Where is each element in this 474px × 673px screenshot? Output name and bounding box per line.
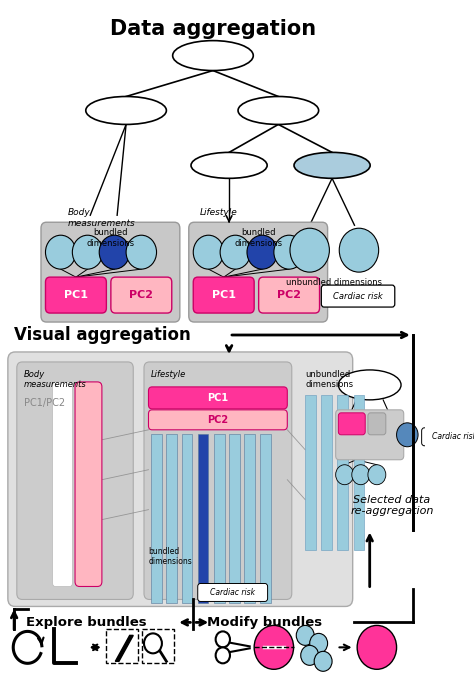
- FancyBboxPatch shape: [338, 413, 365, 435]
- Text: PC1: PC1: [212, 290, 236, 300]
- Text: Cardiac risk: Cardiac risk: [333, 291, 383, 301]
- Circle shape: [336, 465, 354, 485]
- Bar: [106, 629, 138, 664]
- Text: PC1: PC1: [207, 393, 228, 403]
- Text: Modify bundles: Modify bundles: [207, 616, 322, 629]
- Text: Lifestyle: Lifestyle: [200, 208, 237, 217]
- Bar: [354, 395, 365, 550]
- FancyBboxPatch shape: [8, 352, 353, 606]
- Polygon shape: [115, 635, 133, 662]
- Circle shape: [357, 625, 397, 670]
- Ellipse shape: [191, 152, 267, 178]
- Circle shape: [352, 465, 370, 485]
- Text: bundled
dimensions: bundled dimensions: [87, 228, 135, 248]
- Circle shape: [397, 423, 418, 447]
- FancyBboxPatch shape: [17, 362, 133, 600]
- Text: Cardiac risk: Cardiac risk: [210, 588, 255, 597]
- Circle shape: [290, 228, 329, 272]
- FancyBboxPatch shape: [321, 285, 395, 307]
- Bar: [151, 434, 162, 604]
- Circle shape: [310, 633, 328, 653]
- Text: PC2: PC2: [207, 415, 228, 425]
- Text: bundled
dimensions: bundled dimensions: [148, 546, 192, 566]
- Circle shape: [314, 651, 332, 671]
- Circle shape: [216, 647, 230, 664]
- Circle shape: [247, 235, 277, 269]
- FancyBboxPatch shape: [368, 413, 386, 435]
- Text: Data aggregation: Data aggregation: [110, 19, 316, 38]
- Bar: [337, 395, 348, 550]
- Bar: [321, 395, 332, 550]
- Text: bundled
dimensions: bundled dimensions: [235, 228, 283, 248]
- Ellipse shape: [173, 40, 253, 71]
- Text: PC1: PC1: [64, 290, 88, 300]
- Ellipse shape: [86, 96, 166, 125]
- Bar: [214, 434, 225, 604]
- FancyBboxPatch shape: [198, 583, 268, 602]
- Circle shape: [301, 645, 319, 666]
- FancyBboxPatch shape: [193, 277, 254, 313]
- FancyBboxPatch shape: [148, 410, 287, 430]
- Text: Body
measurements: Body measurements: [68, 208, 136, 227]
- FancyBboxPatch shape: [422, 428, 474, 446]
- FancyBboxPatch shape: [259, 277, 319, 313]
- Circle shape: [339, 228, 379, 272]
- Ellipse shape: [294, 152, 370, 178]
- Bar: [142, 629, 173, 664]
- Circle shape: [216, 631, 230, 647]
- Text: Explore bundles: Explore bundles: [26, 616, 146, 629]
- Text: Body
measurements: Body measurements: [24, 370, 87, 390]
- Text: Lifestyle: Lifestyle: [151, 370, 186, 379]
- Text: unbundled dimensions: unbundled dimensions: [286, 278, 382, 287]
- Circle shape: [193, 235, 224, 269]
- Text: Cardiac risk: Cardiac risk: [432, 432, 474, 441]
- FancyBboxPatch shape: [148, 387, 287, 409]
- FancyBboxPatch shape: [336, 410, 404, 460]
- Bar: [198, 434, 209, 604]
- Circle shape: [368, 465, 386, 485]
- Bar: [182, 434, 192, 604]
- Text: PC2: PC2: [277, 290, 301, 300]
- Circle shape: [46, 235, 76, 269]
- Text: Selected data
re-aggregation: Selected data re-aggregation: [350, 495, 434, 516]
- Circle shape: [296, 625, 314, 645]
- Ellipse shape: [238, 96, 319, 125]
- Text: unbundled
dimensions: unbundled dimensions: [305, 370, 353, 390]
- Circle shape: [254, 625, 293, 670]
- Bar: [244, 434, 255, 604]
- Circle shape: [220, 235, 251, 269]
- FancyBboxPatch shape: [75, 382, 102, 586]
- Text: PC2: PC2: [129, 290, 153, 300]
- Circle shape: [274, 235, 304, 269]
- Circle shape: [99, 235, 130, 269]
- FancyBboxPatch shape: [189, 222, 328, 322]
- FancyBboxPatch shape: [111, 277, 172, 313]
- FancyBboxPatch shape: [53, 382, 73, 586]
- FancyBboxPatch shape: [144, 362, 292, 600]
- Bar: [229, 434, 240, 604]
- Circle shape: [126, 235, 156, 269]
- FancyBboxPatch shape: [46, 277, 106, 313]
- Text: Visual aggregation: Visual aggregation: [14, 326, 191, 344]
- FancyBboxPatch shape: [41, 222, 180, 322]
- Text: PC1/PC2: PC1/PC2: [24, 398, 65, 408]
- Ellipse shape: [338, 370, 401, 400]
- Bar: [305, 395, 316, 550]
- Bar: [166, 434, 177, 604]
- Circle shape: [73, 235, 103, 269]
- Bar: [260, 434, 271, 604]
